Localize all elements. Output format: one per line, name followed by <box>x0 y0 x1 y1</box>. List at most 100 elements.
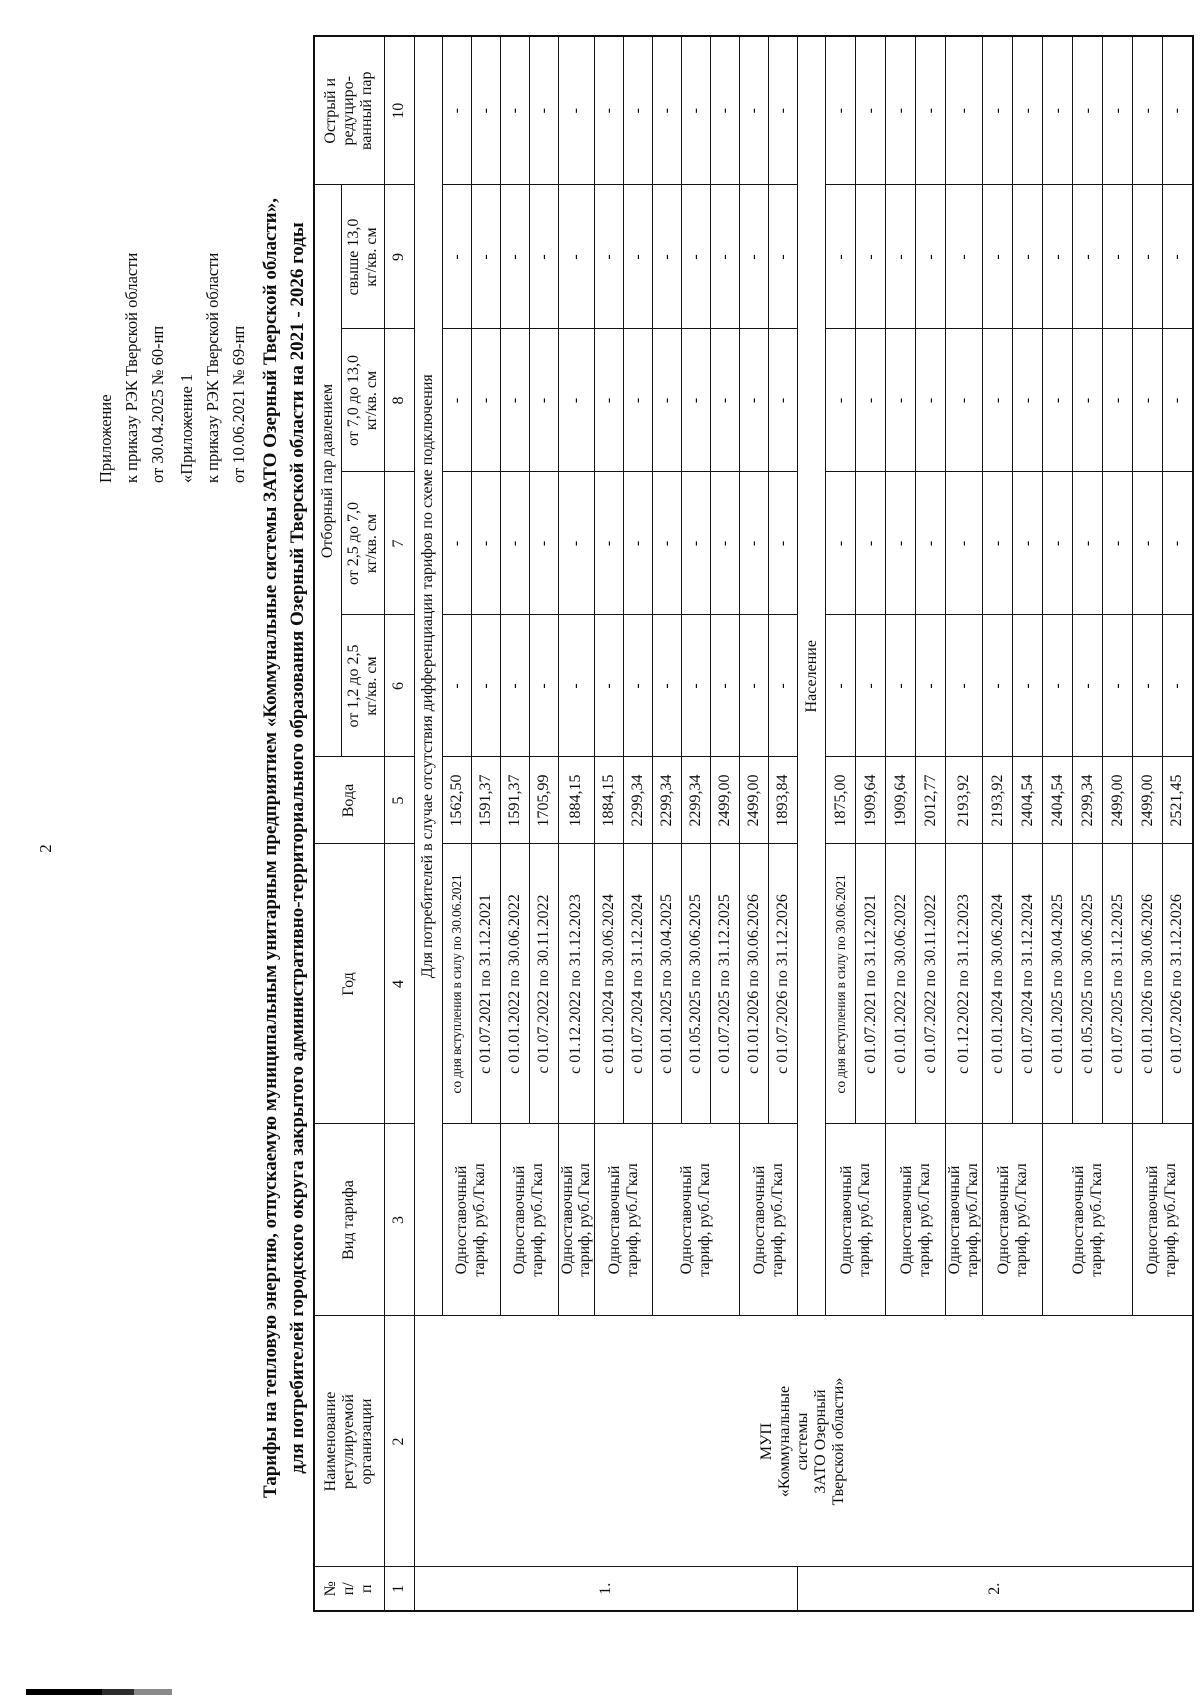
dash-cell: - <box>500 615 529 757</box>
dash-cell: - <box>945 472 983 615</box>
dash-cell: - <box>1042 615 1073 757</box>
dash-cell: - <box>529 615 558 757</box>
water-tariff-cell: 2499,00 <box>1132 757 1163 844</box>
dash-cell: - <box>652 472 682 615</box>
tariff-type-cell: Одноставочный тариф, руб./Гкал <box>982 1124 1043 1316</box>
dash-cell: - <box>855 615 886 757</box>
dash-cell: - <box>945 36 983 185</box>
tariff-type-cell: Одноставочный тариф, руб./Гкал <box>594 1124 653 1316</box>
dash-cell: - <box>710 36 740 185</box>
period-cell: с 01.12.2022 по 31.12.2023 <box>558 844 595 1124</box>
dash-cell: - <box>825 185 856 329</box>
period-cell: со дня вступления в силу по 30.06.2021 <box>825 844 856 1124</box>
org-name-cell: МУП «Коммунальные системы ЗАТО Озерный Т… <box>414 1316 1193 1567</box>
dash-cell: - <box>1012 185 1043 329</box>
dash-cell: - <box>1132 615 1163 757</box>
dash-cell: - <box>558 472 595 615</box>
dash-cell: - <box>471 329 500 472</box>
dash-cell: - <box>558 329 595 472</box>
period-cell: с 01.05.2025 по 30.06.2025 <box>1072 844 1103 1124</box>
water-tariff-cell: 1705,99 <box>529 757 558 844</box>
header-no: № п/ п <box>314 1567 384 1611</box>
dash-cell: - <box>1072 472 1103 615</box>
dash-cell: - <box>500 472 529 615</box>
dash-cell: - <box>652 329 682 472</box>
dash-cell: - <box>1102 185 1133 329</box>
dash-cell: - <box>739 36 769 185</box>
dash-cell: - <box>1162 472 1193 615</box>
dash-cell: - <box>1072 615 1103 757</box>
column-number: 4 <box>384 844 414 1124</box>
tariff-type-cell: Одноставочный тариф, руб./Гкал <box>885 1124 946 1316</box>
dash-cell: - <box>1042 36 1073 185</box>
water-tariff-cell: 2299,34 <box>652 757 682 844</box>
header-steam-range-2: от 2,5 до 7,0 кг/кв. см <box>341 472 384 615</box>
dash-cell: - <box>529 472 558 615</box>
dash-cell: - <box>500 185 529 329</box>
scan-edge-artifact <box>26 1689 172 1695</box>
dash-cell: - <box>945 185 983 329</box>
dash-cell: - <box>945 329 983 472</box>
table-row: № п/ п Наименование регулируемой организа… <box>314 36 384 1611</box>
header-sharp-steam: Острый и редуциро- ванный пар <box>314 36 384 185</box>
dash-cell: - <box>855 329 886 472</box>
dash-cell: - <box>1162 329 1193 472</box>
period-cell: с 01.05.2025 по 30.06.2025 <box>681 844 711 1124</box>
period-cell: с 01.07.2022 по 30.11.2022 <box>915 844 946 1124</box>
period-cell: с 01.07.2025 по 31.12.2025 <box>710 844 740 1124</box>
dash-cell: - <box>855 472 886 615</box>
period-cell: с 01.01.2025 по 30.04.2025 <box>1042 844 1073 1124</box>
tariff-type-cell: Одноставочный тариф, руб./Гкал <box>652 1124 740 1316</box>
column-number: 9 <box>384 185 414 329</box>
dash-cell: - <box>982 36 1013 185</box>
dash-cell: - <box>982 472 1013 615</box>
dash-cell: - <box>855 36 886 185</box>
period-cell: с 01.01.2025 по 30.04.2025 <box>652 844 682 1124</box>
dash-cell: - <box>623 472 653 615</box>
water-tariff-cell: 2299,34 <box>623 757 653 844</box>
document-title-line-2: для потребителей городского округа закры… <box>287 222 308 1474</box>
dash-cell: - <box>885 329 916 472</box>
annotation-block: Приложение к приказу РЭК Тверской област… <box>93 253 252 483</box>
dash-cell: - <box>681 329 711 472</box>
dash-cell: - <box>681 615 711 757</box>
dash-cell: - <box>1012 472 1043 615</box>
tariff-type-cell: Одноставочный тариф, руб./Гкал <box>500 1124 558 1316</box>
water-tariff-cell: 1884,15 <box>594 757 624 844</box>
water-tariff-cell: 1562,50 <box>442 757 471 844</box>
annotation-line: Приложение <box>96 394 115 483</box>
dash-cell: - <box>885 615 916 757</box>
column-number: 8 <box>384 329 414 472</box>
annotation-line: к приказу РЭК Тверской области <box>203 252 222 483</box>
dash-cell: - <box>500 36 529 185</box>
dash-cell: - <box>982 615 1013 757</box>
header-tariff-type: Вид тарифа <box>314 1124 384 1316</box>
annotation-line: от 10.06.2021 № 69-нп <box>229 325 248 483</box>
water-tariff-cell: 2299,34 <box>1072 757 1103 844</box>
dash-cell: - <box>623 329 653 472</box>
dash-cell: - <box>623 615 653 757</box>
dash-cell: - <box>1132 472 1163 615</box>
period-cell: с 01.07.2024 по 31.12.2024 <box>623 844 653 1124</box>
dash-cell: - <box>623 185 653 329</box>
dash-cell: - <box>768 615 798 757</box>
dash-cell: - <box>681 36 711 185</box>
water-tariff-cell: 1875,00 <box>825 757 856 844</box>
water-tariff-cell: 1591,37 <box>471 757 500 844</box>
dash-cell: - <box>442 185 471 329</box>
header-org-name: Наименование регулируемой организации <box>314 1316 384 1567</box>
period-cell: с 01.01.2022 по 30.06.2022 <box>885 844 916 1124</box>
dash-cell: - <box>471 472 500 615</box>
period-cell: с 01.01.2026 по 30.06.2026 <box>1132 844 1163 1124</box>
column-number: 10 <box>384 36 414 185</box>
dash-cell: - <box>1042 185 1073 329</box>
column-number: 5 <box>384 757 414 844</box>
dash-cell: - <box>710 615 740 757</box>
water-tariff-cell: 2193,92 <box>982 757 1013 844</box>
dash-cell: - <box>739 185 769 329</box>
dash-cell: - <box>558 36 595 185</box>
dash-cell: - <box>915 329 946 472</box>
dash-cell: - <box>442 472 471 615</box>
